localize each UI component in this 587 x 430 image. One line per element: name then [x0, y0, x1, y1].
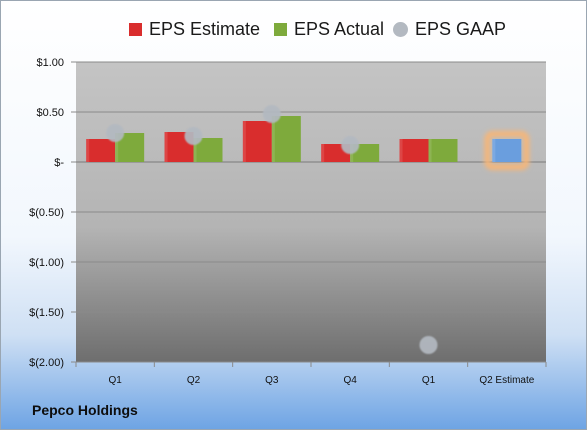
bar-eps-estimate-shine [242, 121, 246, 162]
eps-gaap-marker [184, 127, 203, 145]
eps-gaap-marker [419, 336, 438, 354]
legend-label-eps-actual: EPS Actual [294, 19, 385, 39]
bar-eps-estimate-shine [399, 139, 403, 162]
x-tick-label: Q2 [187, 375, 201, 386]
bar-eps-actual [428, 139, 458, 162]
x-tick-label: Q1 [108, 375, 122, 386]
bar-eps-estimate [242, 121, 272, 162]
bar-eps-estimate-shine [321, 144, 325, 162]
legend-marker-eps-gaap [393, 22, 408, 37]
y-tick-label: $1.00 [36, 57, 64, 69]
bar-eps-actual-shine [271, 116, 275, 162]
y-tick-label: $(1.00) [29, 257, 64, 269]
eps-gaap-marker [106, 124, 125, 142]
eps-gaap-marker [341, 136, 360, 154]
x-tick-label: Q2 Estimate [479, 375, 534, 386]
bar-eps-actual [271, 116, 301, 162]
bar-eps-estimate-shine [86, 139, 90, 162]
legend-label-eps-gaap: EPS GAAP [415, 19, 507, 39]
eps-gaap-marker [262, 105, 281, 123]
bar-eps-actual-shine [115, 133, 119, 162]
bar-eps-estimate [86, 139, 116, 162]
bar-estimate [492, 139, 522, 162]
bar-estimate-shine [492, 139, 496, 162]
bar-eps-estimate [399, 139, 429, 162]
y-tick-label: $- [54, 157, 64, 169]
bar-eps-actual-shine [193, 138, 197, 162]
x-tick-label: Q4 [343, 375, 357, 386]
legend-swatch-eps-estimate [129, 23, 142, 36]
legend-label-eps-estimate: EPS Estimate [149, 19, 261, 39]
x-tick-label: Q1 [422, 375, 436, 386]
bar-eps-estimate-shine [164, 132, 168, 162]
company-name: Pepco Holdings [32, 402, 138, 418]
bar-eps-actual-shine [428, 139, 432, 162]
estimate-glow [484, 131, 530, 170]
y-tick-label: $(1.50) [29, 307, 64, 319]
legend-swatch-eps-actual [274, 23, 287, 36]
legend: EPS Estimate EPS Actual EPS GAAP [1, 18, 586, 42]
y-tick-label: $0.50 [36, 107, 64, 119]
x-tick-label: Q3 [265, 375, 279, 386]
y-tick-label: $(2.00) [29, 357, 64, 369]
y-tick-label: $(0.50) [29, 207, 64, 219]
